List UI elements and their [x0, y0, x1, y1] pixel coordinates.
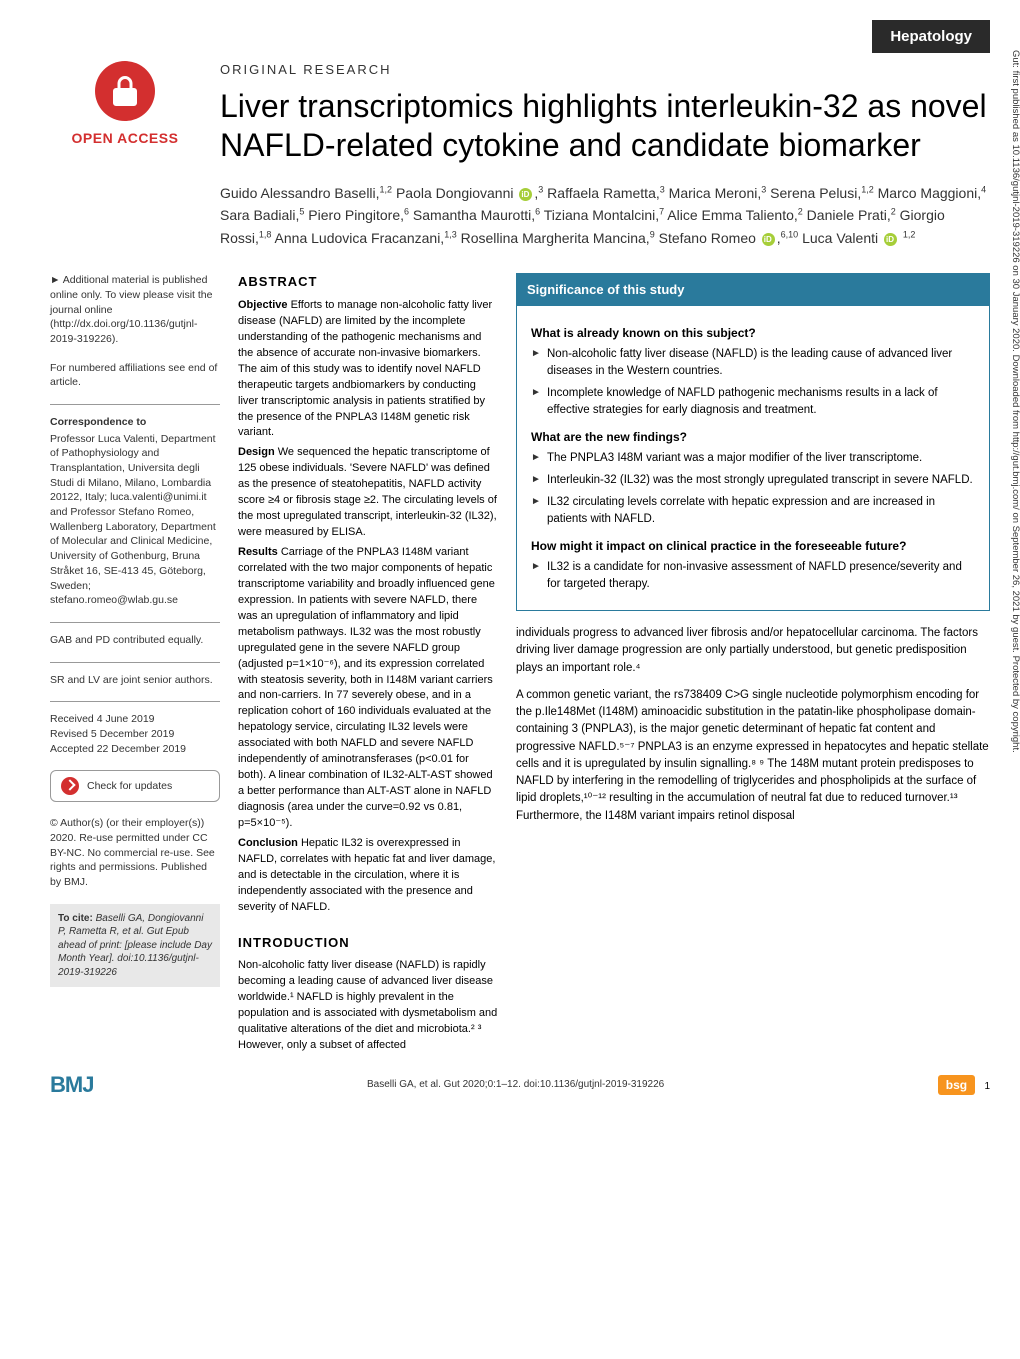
results-text: Carriage of the PNPLA3 I148M variant cor…: [238, 546, 495, 829]
sig-list-item: Incomplete knowledge of NAFLD pathogenic…: [531, 385, 975, 420]
footer-citation-text: Baselli GA, et al. Gut 2020;0:1–12. doi:…: [367, 1079, 664, 1090]
affiliations-note: For numbered affiliations see end of art…: [50, 361, 220, 390]
article-title: Liver transcriptomics highlights interle…: [220, 87, 990, 164]
article-dates: Received 4 June 2019 Revised 5 December …: [50, 712, 220, 756]
design-text: We sequenced the hepatic transcriptome o…: [238, 446, 497, 538]
bsg-badge: bsg: [938, 1075, 975, 1095]
sig-list-3: IL32 is a candidate for non-invasive ass…: [531, 559, 975, 594]
conclusion-label: Conclusion: [238, 837, 298, 849]
check-updates-label: Check for updates: [87, 779, 172, 794]
page-number: 1: [984, 1081, 990, 1092]
body-p1: individuals progress to advanced liver f…: [516, 625, 990, 677]
footer-citation: Baselli GA, et al. Gut 2020;0:1–12. doi:…: [367, 1078, 664, 1092]
open-access-icon: [95, 61, 155, 121]
correspondence-text: Professor Luca Valenti, Department of Pa…: [50, 432, 220, 608]
sig-question-2: What are the new findings?: [531, 428, 975, 446]
abstract-heading: ABSTRACT: [238, 273, 498, 292]
check-updates-button[interactable]: Check for updates: [50, 770, 220, 802]
sig-list-item: IL32 is a candidate for non-invasive ass…: [531, 559, 975, 594]
objective-label: Objective: [238, 299, 288, 311]
correspondence-heading: Correspondence to: [50, 415, 220, 430]
sig-list-item: Non-alcoholic fatty liver disease (NAFLD…: [531, 346, 975, 381]
introduction-heading: INTRODUCTION: [238, 934, 498, 953]
sig-question-1: What is already known on this subject?: [531, 324, 975, 342]
orcid-icon: [884, 233, 897, 246]
abstract-column: ABSTRACT Objective Efforts to manage non…: [238, 273, 498, 1054]
significance-box: Significance of this study What is alrea…: [516, 273, 990, 611]
sig-list-item: IL32 circulating levels correlate with h…: [531, 494, 975, 529]
sig-list-2: The PNPLA3 I48M variant was a major modi…: [531, 450, 975, 529]
article-type: Original research: [220, 61, 990, 79]
vertical-citation: Gut: first published as 10.1136/gutjnl-2…: [1009, 50, 1020, 1300]
contribution-note-2: SR and LV are joint senior authors.: [50, 673, 220, 688]
section-header: Hepatology: [872, 20, 990, 53]
page-footer: BMJ Baselli GA, et al. Gut 2020;0:1–12. …: [0, 1064, 1020, 1107]
introduction-p1: Non-alcoholic fatty liver disease (NAFLD…: [238, 958, 498, 1054]
supplementary-note: ► Additional material is published onlin…: [50, 273, 220, 346]
orcid-icon: [762, 233, 775, 246]
cite-box: To cite: Baselli GA, Dongiovanni P, Rame…: [50, 904, 220, 988]
open-access-block: OPEN ACCESS: [50, 61, 200, 149]
design-label: Design: [238, 446, 275, 458]
orcid-icon: [519, 188, 532, 201]
sig-question-3: How might it impact on clinical practice…: [531, 537, 975, 555]
check-updates-icon: [61, 777, 79, 795]
right-column: Significance of this study What is alrea…: [516, 273, 990, 1054]
significance-heading: Significance of this study: [517, 274, 989, 306]
open-access-label: OPEN ACCESS: [50, 129, 200, 149]
sidebar: ► Additional material is published onlin…: [50, 273, 220, 1054]
cite-heading: To cite:: [58, 913, 93, 924]
contribution-note-1: GAB and PD contributed equally.: [50, 633, 220, 648]
sig-list-item: The PNPLA3 I48M variant was a major modi…: [531, 450, 975, 467]
bmj-logo: BMJ: [50, 1070, 93, 1101]
sig-list-item: Interleukin-32 (IL32) was the most stron…: [531, 472, 975, 489]
license-text: © Author(s) (or their employer(s)) 2020.…: [50, 816, 220, 889]
sig-list-1: Non-alcoholic fatty liver disease (NAFLD…: [531, 346, 975, 420]
body-p2: A common genetic variant, the rs738409 C…: [516, 687, 990, 825]
objective-text: Efforts to manage non-alcoholic fatty li…: [238, 299, 492, 439]
author-list: Guido Alessandro Baselli,1,2 Paola Dongi…: [220, 182, 990, 249]
results-label: Results: [238, 546, 278, 558]
